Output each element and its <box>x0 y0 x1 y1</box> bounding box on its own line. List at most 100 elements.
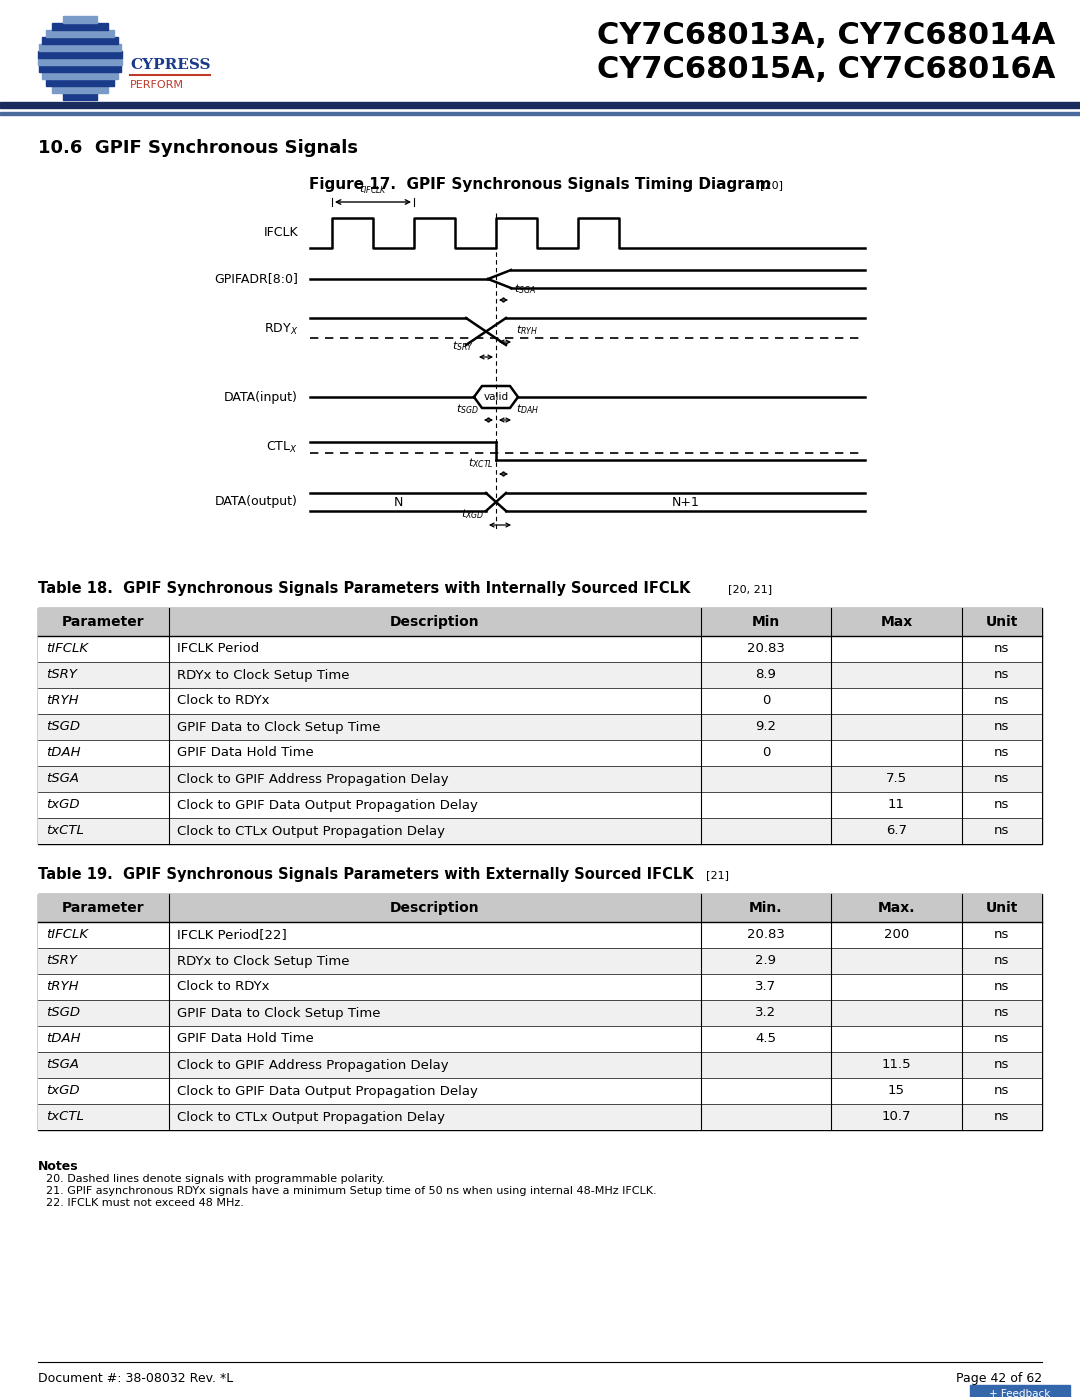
Bar <box>42 73 118 80</box>
Bar <box>38 1052 1042 1078</box>
Text: ns: ns <box>995 773 1010 785</box>
Text: tIFCLK: tIFCLK <box>46 929 89 942</box>
Bar <box>38 740 1042 766</box>
Text: Min: Min <box>752 615 780 629</box>
Text: tDAH: tDAH <box>46 746 81 760</box>
Text: Clock to RDYx: Clock to RDYx <box>176 981 269 993</box>
Text: 2.9: 2.9 <box>755 954 777 968</box>
Text: txCTL: txCTL <box>46 824 84 837</box>
Text: ns: ns <box>995 1059 1010 1071</box>
Text: ns: ns <box>995 929 1010 942</box>
Text: txGD: txGD <box>46 799 80 812</box>
Text: $t_{SGD}$: $t_{SGD}$ <box>456 402 480 416</box>
Text: ns: ns <box>995 694 1010 707</box>
Text: $t_{SGA}$: $t_{SGA}$ <box>514 282 536 296</box>
Text: ns: ns <box>995 1032 1010 1045</box>
Text: Clock to CTLx Output Propagation Delay: Clock to CTLx Output Propagation Delay <box>176 824 445 837</box>
Text: N: N <box>393 496 403 509</box>
Text: ns: ns <box>995 746 1010 760</box>
Bar <box>38 59 122 66</box>
Text: tSRY: tSRY <box>46 669 77 682</box>
Text: $t_{RYH}$: $t_{RYH}$ <box>516 323 538 337</box>
Text: Max: Max <box>880 615 913 629</box>
Bar <box>38 1000 1042 1025</box>
Text: $t_{XGD}$: $t_{XGD}$ <box>461 507 484 521</box>
Text: Clock to RDYx: Clock to RDYx <box>176 694 269 707</box>
Text: valid: valid <box>484 393 509 402</box>
Text: IFCLK Period[22]: IFCLK Period[22] <box>176 929 286 942</box>
Text: Description: Description <box>390 615 480 629</box>
Bar <box>38 766 1042 792</box>
Text: 8.9: 8.9 <box>756 669 777 682</box>
Text: 🌲: 🌲 <box>79 43 91 63</box>
Text: 7.5: 7.5 <box>886 773 907 785</box>
Text: 10.7: 10.7 <box>881 1111 912 1123</box>
Text: GPIF Data Hold Time: GPIF Data Hold Time <box>176 1032 313 1045</box>
Text: 9.2: 9.2 <box>755 721 777 733</box>
Bar <box>38 1078 1042 1104</box>
Text: GPIFADR[8:0]: GPIFADR[8:0] <box>214 272 298 285</box>
Bar <box>42 36 118 43</box>
Text: Clock to GPIF Data Output Propagation Delay: Clock to GPIF Data Output Propagation De… <box>176 799 477 812</box>
Text: Clock to CTLx Output Propagation Delay: Clock to CTLx Output Propagation Delay <box>176 1111 445 1123</box>
Bar <box>0 112 1080 115</box>
Text: tRYH: tRYH <box>46 694 79 707</box>
Text: Table 18.  GPIF Synchronous Signals Parameters with Internally Sourced IFCLK: Table 18. GPIF Synchronous Signals Param… <box>38 581 690 597</box>
Bar <box>64 94 97 101</box>
Bar <box>38 1104 1042 1130</box>
Bar <box>38 608 1042 636</box>
Text: Description: Description <box>390 901 480 915</box>
Text: GPIF Data to Clock Setup Time: GPIF Data to Clock Setup Time <box>176 721 380 733</box>
Bar <box>52 87 108 94</box>
Text: 3.2: 3.2 <box>755 1006 777 1020</box>
Bar <box>38 1025 1042 1052</box>
Text: RDY$_X$: RDY$_X$ <box>264 321 298 337</box>
Bar <box>38 819 1042 844</box>
Text: Clock to GPIF Data Output Propagation Delay: Clock to GPIF Data Output Propagation De… <box>176 1084 477 1098</box>
Text: tSRY: tSRY <box>46 954 77 968</box>
Bar <box>38 687 1042 714</box>
Bar <box>0 102 1080 108</box>
Text: Table 19.  GPIF Synchronous Signals Parameters with Externally Sourced IFCLK: Table 19. GPIF Synchronous Signals Param… <box>38 868 693 882</box>
Text: 21. GPIF asynchronous RDYx signals have a minimum Setup time of 50 ns when using: 21. GPIF asynchronous RDYx signals have … <box>46 1186 657 1196</box>
Bar <box>38 52 122 59</box>
Bar <box>39 43 121 52</box>
Text: [21]: [21] <box>706 870 729 880</box>
Text: CY7C68015A, CY7C68016A: CY7C68015A, CY7C68016A <box>596 56 1055 84</box>
Text: 20.83: 20.83 <box>747 643 785 655</box>
Text: ns: ns <box>995 1111 1010 1123</box>
Text: [20]: [20] <box>760 180 783 190</box>
Text: Figure 17.  GPIF Synchronous Signals Timing Diagram: Figure 17. GPIF Synchronous Signals Timi… <box>309 177 771 193</box>
Text: 200: 200 <box>883 929 909 942</box>
Text: Min.: Min. <box>750 901 783 915</box>
Text: Page 42 of 62: Page 42 of 62 <box>956 1372 1042 1384</box>
Text: RDYx to Clock Setup Time: RDYx to Clock Setup Time <box>176 954 349 968</box>
Text: Clock to GPIF Address Propagation Delay: Clock to GPIF Address Propagation Delay <box>176 773 448 785</box>
Text: Unit: Unit <box>986 615 1018 629</box>
Bar <box>38 662 1042 687</box>
Text: Parameter: Parameter <box>62 901 145 915</box>
Bar <box>45 80 114 87</box>
Text: $t_{XCTL}$: $t_{XCTL}$ <box>469 457 494 469</box>
Text: GPIF Data to Clock Setup Time: GPIF Data to Clock Setup Time <box>176 1006 380 1020</box>
Text: ns: ns <box>995 643 1010 655</box>
Text: 11.5: 11.5 <box>881 1059 912 1071</box>
Text: ns: ns <box>995 954 1010 968</box>
Text: N+1: N+1 <box>672 496 700 509</box>
Bar <box>52 22 108 29</box>
Text: tIFCLK: tIFCLK <box>46 643 89 655</box>
Text: ns: ns <box>995 824 1010 837</box>
Text: Parameter: Parameter <box>62 615 145 629</box>
Text: 11: 11 <box>888 799 905 812</box>
Text: Document #: 38-08032 Rev. *L: Document #: 38-08032 Rev. *L <box>38 1372 233 1384</box>
Text: + Feedback: + Feedback <box>989 1389 1051 1397</box>
Text: [20, 21]: [20, 21] <box>728 584 772 594</box>
Bar <box>970 1384 1070 1397</box>
Text: Max.: Max. <box>878 901 915 915</box>
Text: tSGA: tSGA <box>46 773 79 785</box>
Bar <box>38 894 1042 1130</box>
Text: 15: 15 <box>888 1084 905 1098</box>
Bar <box>38 714 1042 740</box>
Bar <box>38 949 1042 974</box>
Text: CY7C68013A, CY7C68014A: CY7C68013A, CY7C68014A <box>597 21 1055 49</box>
